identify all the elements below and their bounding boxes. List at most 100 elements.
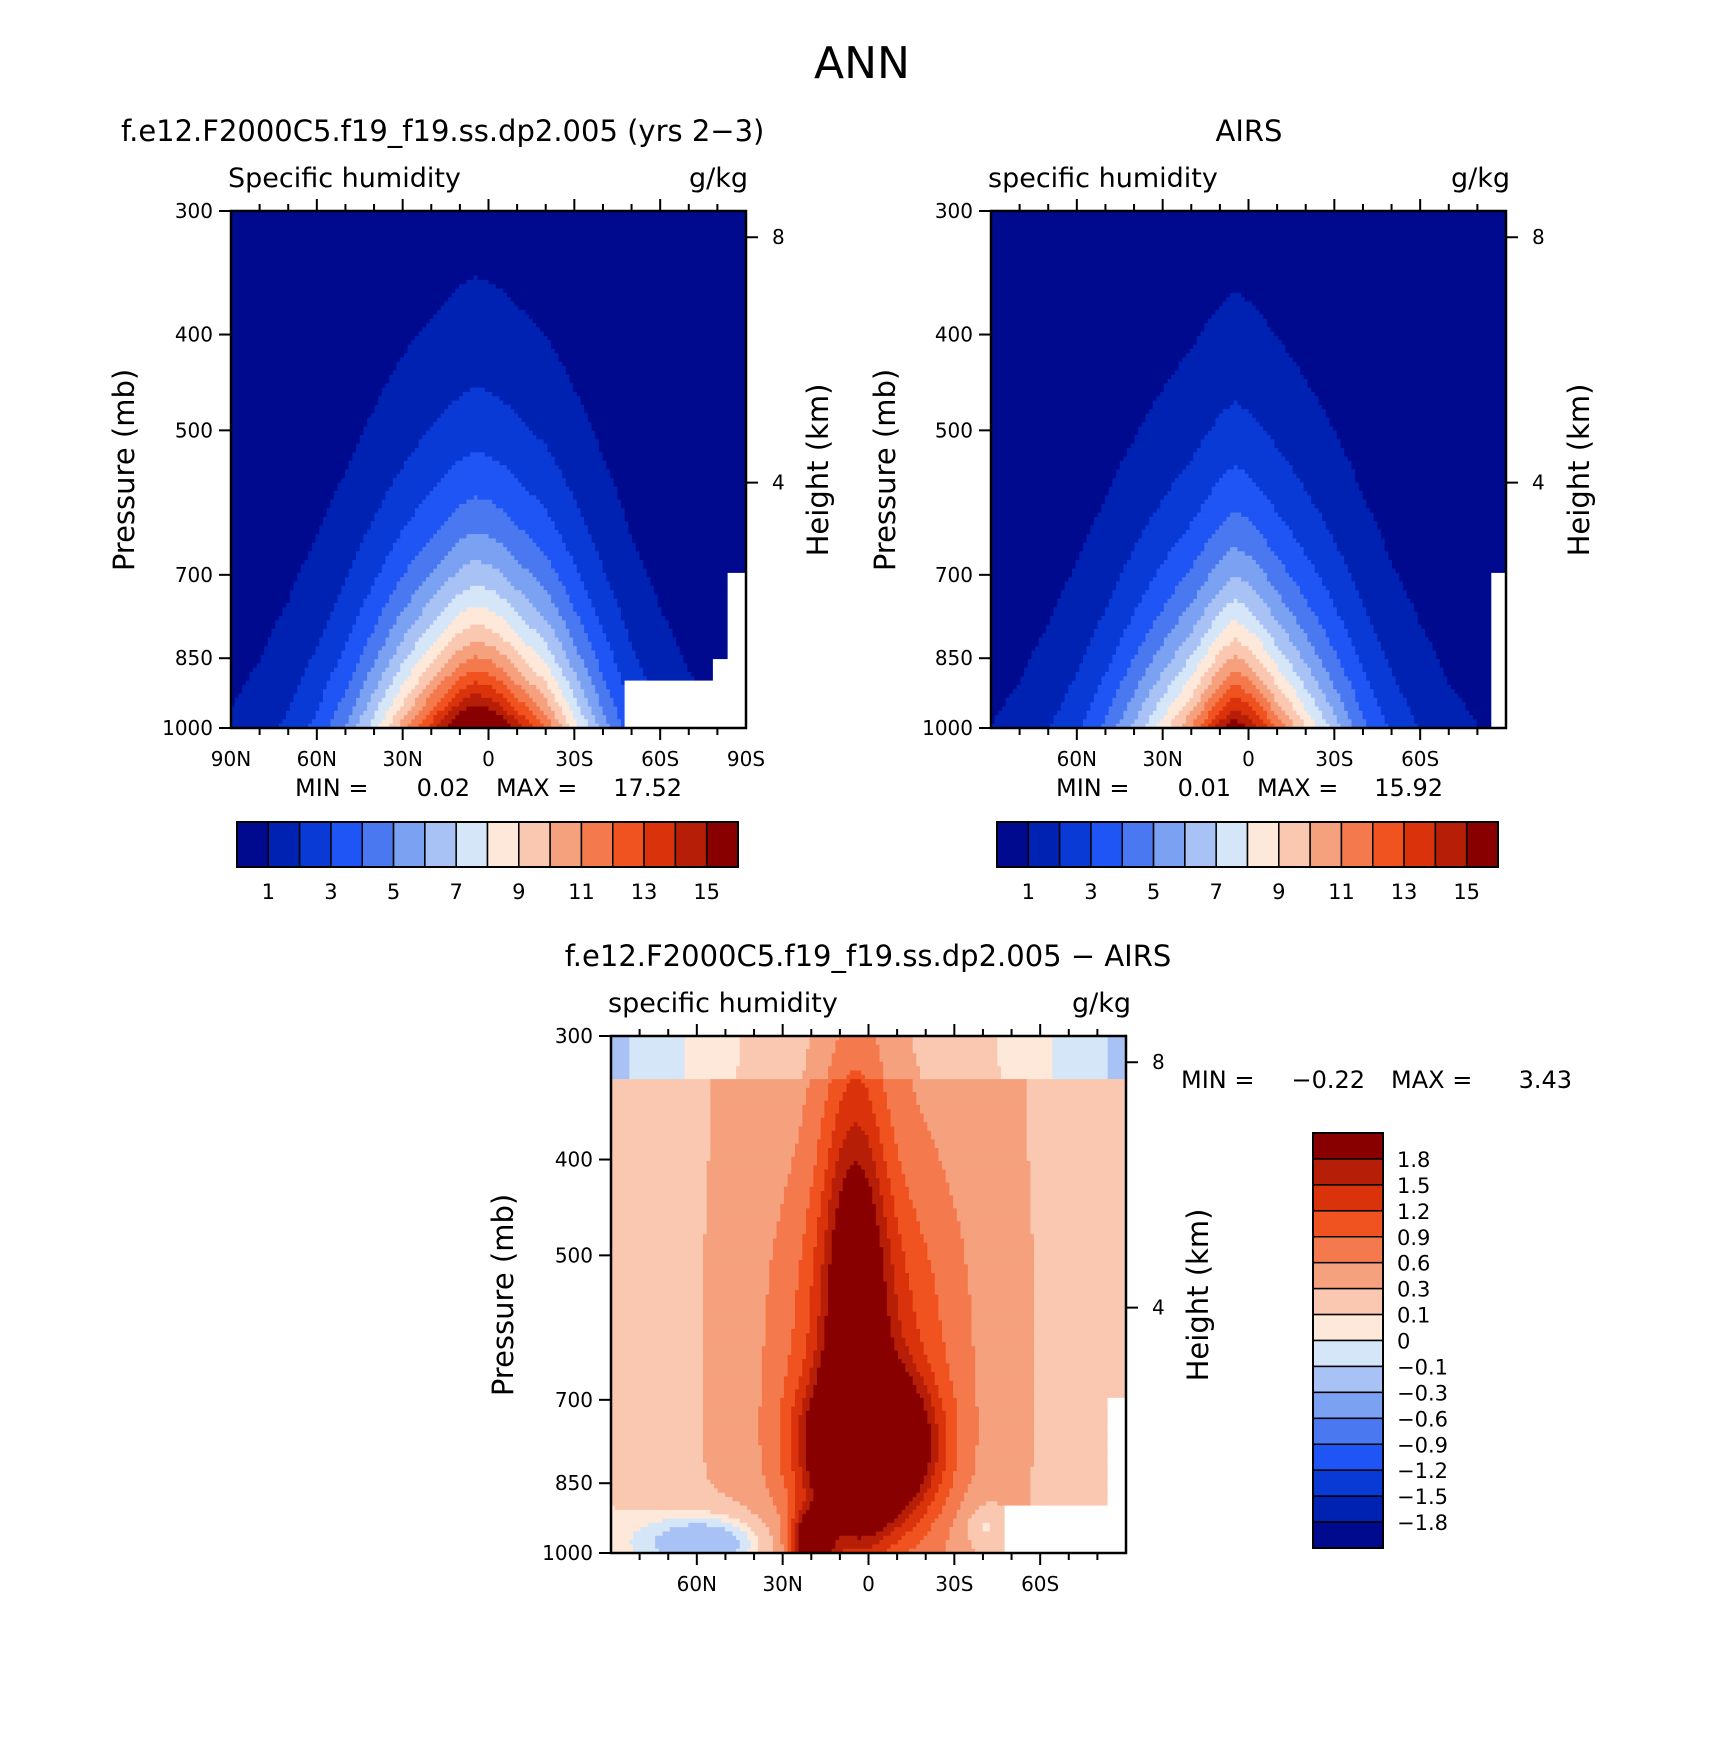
contour-cell [1388, 555, 1507, 561]
contour-cell [1034, 1255, 1127, 1261]
contour-cell [805, 1492, 814, 1498]
contour-cell [1491, 628, 1507, 634]
contour-cell [1296, 689, 1308, 695]
contour-cell [521, 482, 567, 488]
contour-cell [802, 1505, 811, 1511]
contour-cell [611, 1311, 704, 1317]
contour-cell [231, 719, 284, 725]
contour-cell [894, 1204, 914, 1209]
contour-cell [791, 1419, 800, 1425]
contour-cell [611, 1393, 704, 1399]
contour-cell [1322, 512, 1375, 518]
contour-cell [802, 1104, 825, 1110]
contour-cell [278, 723, 309, 729]
contour-cell [727, 641, 747, 647]
contour-cell [595, 689, 611, 695]
contour-cell [433, 422, 526, 428]
contour-cell [706, 1522, 733, 1528]
contour-cell [231, 219, 747, 225]
contour-cell [1237, 400, 1319, 406]
contour-cell [794, 1492, 807, 1498]
contour-cell [727, 620, 747, 626]
contour-cell [1178, 581, 1205, 587]
contour-cell [798, 1522, 888, 1528]
contour-cell [824, 1113, 836, 1119]
contour-cell [861, 1165, 877, 1171]
contour-cell [359, 547, 394, 552]
contour-cell [624, 516, 747, 522]
contour-cell [1052, 1070, 1109, 1076]
colorbar-label: 7 [450, 880, 463, 904]
contour-cell [817, 1372, 910, 1377]
contour-cell [780, 1535, 789, 1541]
contour-cell [580, 400, 747, 406]
contour-cell [916, 1320, 943, 1326]
contour-cell [606, 680, 622, 686]
contour-cell [1107, 1428, 1127, 1433]
contour-cell [991, 258, 1507, 264]
contour-cell [389, 551, 420, 557]
contour-cell [824, 1251, 833, 1257]
contour-cell [956, 1432, 980, 1438]
contour-cell [991, 361, 1180, 367]
contour-cell [611, 1384, 704, 1390]
contour-cell [448, 603, 512, 608]
contour-cell [920, 1328, 943, 1334]
contour-cell [1391, 559, 1507, 565]
contour-cell [1107, 1406, 1127, 1412]
contour-cell [872, 1104, 888, 1110]
contour-cell [905, 1341, 925, 1347]
contour-cell [1255, 633, 1272, 639]
contour-cell [805, 1048, 836, 1054]
contour-cell [1112, 654, 1136, 660]
contour-cell [611, 1130, 711, 1136]
contour-cell [706, 1199, 785, 1205]
colorbar-box [1312, 1287, 1384, 1316]
contour-cell [772, 1242, 803, 1248]
contour-cell [725, 1492, 770, 1498]
contour-cell [551, 671, 563, 677]
contour-cell [1127, 452, 1194, 458]
contour-cell [304, 559, 353, 565]
contour-cell [758, 1544, 774, 1550]
contour-cell [991, 452, 1128, 458]
panel-diff-ylabel: Pressure (mb) [486, 1194, 520, 1396]
contour-cell [916, 1389, 928, 1395]
contour-cell [828, 1087, 848, 1093]
contour-cell [1034, 1367, 1127, 1373]
contour-cell [702, 1234, 778, 1240]
contour-cell [1105, 719, 1121, 725]
contour-cell [934, 1277, 969, 1283]
contour-cell [543, 659, 556, 664]
contour-cell [938, 1393, 954, 1399]
contour-cell [525, 659, 545, 664]
contour-cell [414, 702, 427, 708]
contour-cell [809, 1501, 910, 1507]
contour-cell [991, 568, 1073, 574]
contour-cell [684, 1053, 741, 1059]
contour-cell [231, 603, 287, 608]
contour-cell [231, 426, 365, 432]
contour-cell [794, 1324, 811, 1330]
contour-cell [620, 503, 747, 509]
contour-cell [883, 1083, 914, 1089]
contour-cell [805, 1453, 932, 1459]
contour-cell [565, 620, 582, 626]
contour-cell [370, 590, 394, 596]
contour-cell [1355, 693, 1375, 699]
contour-cell [633, 1544, 656, 1550]
contour-cell [809, 1328, 818, 1334]
contour-cell [684, 1048, 741, 1054]
contour-cell [1171, 680, 1187, 686]
contour-cell [721, 1518, 741, 1524]
contour-cell [613, 659, 640, 664]
y-tick-label: 1000 [162, 716, 213, 740]
contour-cell [231, 258, 747, 264]
contour-cell [1002, 706, 1062, 712]
contour-cell [1156, 508, 1202, 514]
contour-cell [611, 1458, 704, 1464]
contour-cell [975, 1458, 1035, 1464]
contour-cell [1351, 637, 1378, 643]
contour-cell [1130, 555, 1169, 561]
contour-cell [809, 1285, 822, 1291]
